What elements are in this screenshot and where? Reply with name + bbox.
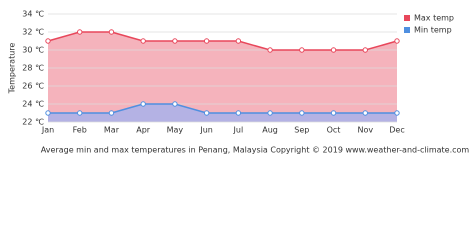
x-tick-label: Nov	[357, 126, 373, 135]
point	[203, 110, 210, 116]
y-tick-label: 22 ℃	[22, 118, 44, 127]
point	[45, 110, 51, 116]
point	[299, 110, 305, 116]
point	[77, 110, 83, 116]
y-axis-label: Temperature	[8, 43, 17, 95]
area-fill	[48, 32, 397, 122]
legend-swatch	[404, 27, 410, 33]
x-tick-label: Apr	[136, 126, 151, 135]
point	[235, 110, 242, 116]
x-tick-label: Sep	[294, 126, 309, 135]
point	[172, 38, 178, 44]
y-tick-label: 26 ℃	[22, 82, 44, 91]
legend-label: Min temp	[414, 26, 452, 35]
x-tick-label: Jan	[41, 126, 54, 135]
y-tick-label: 34 ℃	[22, 10, 44, 19]
point	[203, 38, 210, 44]
chart: Average min and max temperatures in Pena…	[8, 10, 470, 155]
point	[140, 101, 146, 107]
y-tick-label: 32 ℃	[22, 28, 44, 37]
legend-swatch	[404, 15, 410, 21]
point	[362, 110, 368, 116]
x-tick-label: Mar	[104, 126, 120, 135]
x-tick-label: Dec	[389, 126, 404, 135]
line	[48, 103, 397, 114]
x-tick-label: Feb	[73, 126, 87, 135]
x-tick-label: Jun	[199, 126, 213, 135]
point	[172, 101, 178, 107]
chart-title: Average min and max temperatures in Pena…	[41, 146, 470, 155]
y-tick-label: 28 ℃	[22, 64, 44, 73]
point	[140, 38, 146, 44]
x-tick-label: Aug	[262, 126, 278, 135]
point	[267, 47, 273, 53]
y-tick-label: 30 ℃	[22, 46, 44, 55]
point	[267, 110, 273, 116]
point	[45, 38, 51, 44]
point	[235, 38, 242, 44]
point	[108, 110, 115, 116]
point	[108, 29, 115, 35]
point	[299, 47, 305, 53]
legend-label: Max temp	[414, 14, 454, 23]
point	[330, 47, 337, 53]
point	[77, 29, 83, 35]
point	[330, 110, 337, 116]
point	[394, 38, 400, 44]
point	[394, 110, 400, 116]
point	[362, 47, 368, 53]
line	[47, 31, 398, 51]
x-tick-label: Jul	[233, 126, 244, 135]
x-tick-label: Oct	[327, 126, 341, 135]
x-tick-label: May	[167, 126, 184, 135]
y-tick-label: 24 ℃	[22, 100, 44, 109]
